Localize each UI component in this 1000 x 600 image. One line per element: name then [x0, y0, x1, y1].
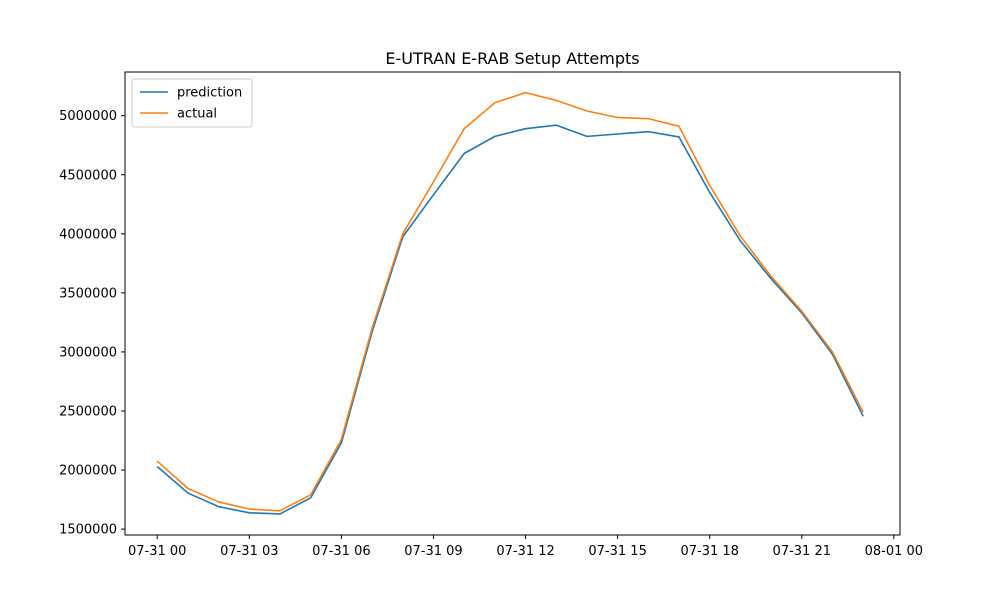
series-line-actual — [156, 91, 864, 512]
x-tick-label: 08-01 00 — [865, 544, 923, 559]
legend-label-prediction: prediction — [177, 86, 242, 101]
x-tick-label: 07-31 00 — [128, 544, 186, 559]
legend-label-actual: actual — [177, 107, 217, 122]
y-tick-label: 4000000 — [59, 227, 117, 242]
y-tick-label: 2000000 — [59, 464, 117, 479]
axes: 07-31 00 07-31 03 07-31 06 07-31 09 07-31 12… — [59, 71, 923, 559]
y-tick-label: 5000000 — [59, 109, 117, 124]
x-tick-label: 07-31 06 — [312, 544, 370, 559]
series-line-prediction — [156, 124, 864, 515]
legend: prediction actual — [131, 78, 253, 128]
y-tick-label: 1500000 — [59, 523, 117, 538]
y-tick-label: 4500000 — [59, 168, 117, 183]
plot-frame — [124, 71, 901, 536]
y-tick-label: 3000000 — [59, 345, 117, 360]
x-tick-label: 07-31 12 — [496, 544, 554, 559]
y-tick-label: 2500000 — [59, 404, 117, 419]
x-tick-label: 07-31 18 — [680, 544, 738, 559]
x-tick-label: 07-31 21 — [773, 544, 831, 559]
x-tick-label: 07-31 15 — [588, 544, 646, 559]
x-tick-label: 07-31 09 — [404, 544, 462, 559]
chart-title: E-UTRAN E-RAB Setup Attempts — [385, 49, 639, 68]
series-lines — [156, 91, 864, 515]
x-tick-label: 07-31 03 — [220, 544, 278, 559]
y-tick-label: 3500000 — [59, 286, 117, 301]
legend-box — [131, 78, 253, 128]
